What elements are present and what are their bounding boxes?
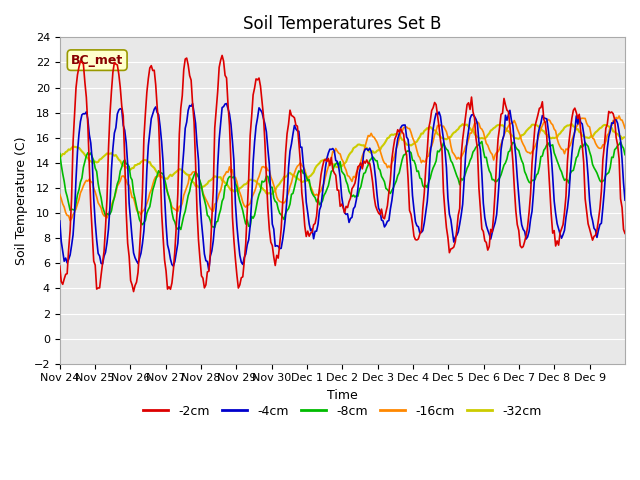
Title: Soil Temperatures Set B: Soil Temperatures Set B [243, 15, 442, 33]
X-axis label: Time: Time [327, 389, 358, 402]
Legend: -2cm, -4cm, -8cm, -16cm, -32cm: -2cm, -4cm, -8cm, -16cm, -32cm [138, 400, 547, 423]
Y-axis label: Soil Temperature (C): Soil Temperature (C) [15, 136, 28, 265]
Text: BC_met: BC_met [71, 54, 124, 67]
